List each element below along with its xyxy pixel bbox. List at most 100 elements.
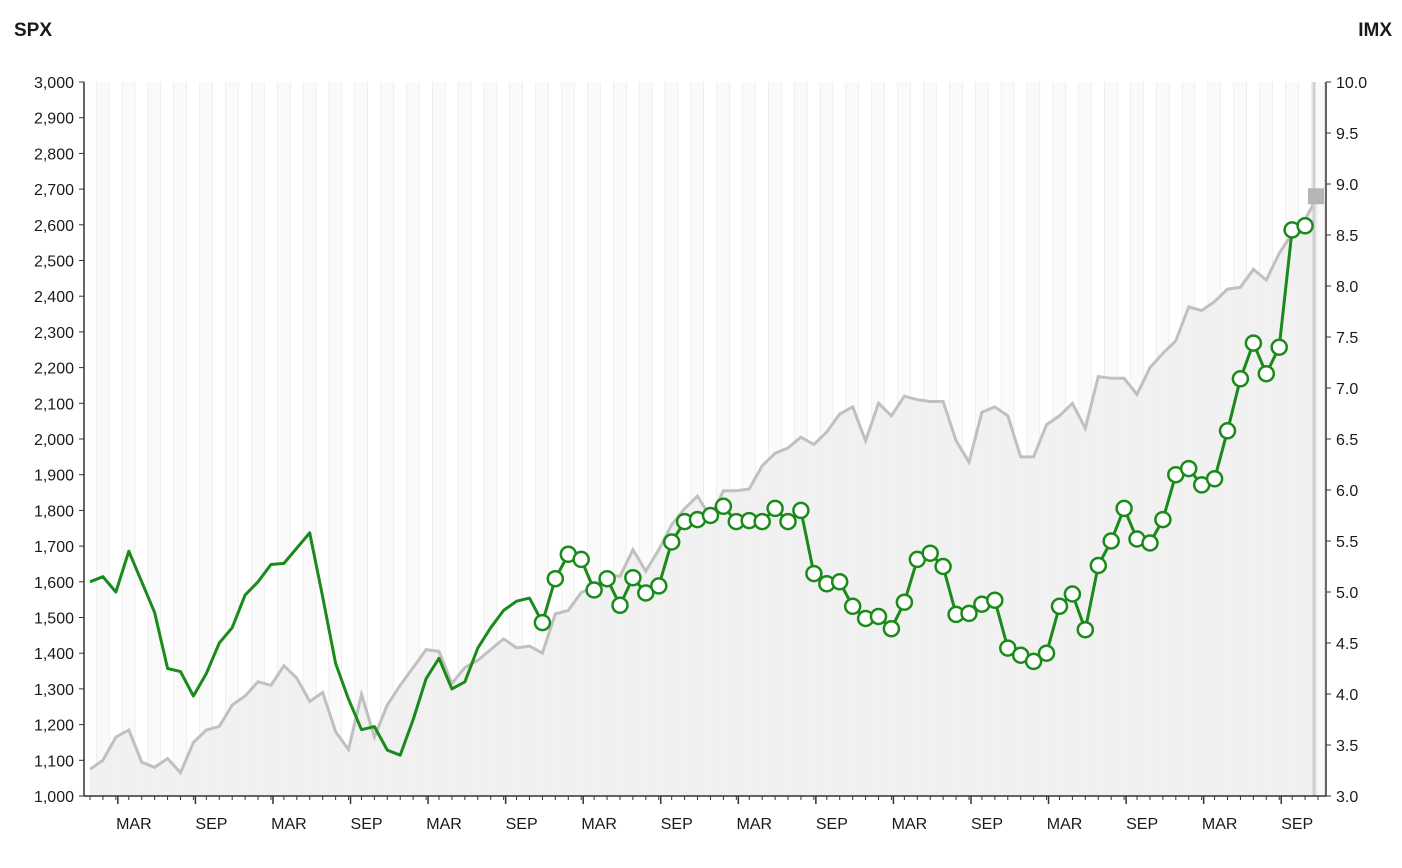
- x-tick-label: MAR: [271, 816, 307, 833]
- imx-point: [792, 501, 810, 520]
- month-band: [290, 82, 304, 796]
- imx-point: [830, 573, 849, 591]
- right-tick-label: 3.5: [1336, 738, 1358, 755]
- month-band: [329, 82, 343, 796]
- left-tick-label: 1,700: [34, 539, 74, 556]
- right-tick-label: 6.0: [1336, 483, 1358, 500]
- left-tick-label: 1,600: [34, 575, 74, 592]
- x-tick-label: SEP: [1126, 816, 1158, 833]
- imx-point: [1076, 620, 1095, 639]
- imx-point: [598, 569, 616, 588]
- imx-point: [572, 550, 590, 569]
- imx-point: [1063, 585, 1082, 603]
- month-band: [354, 82, 368, 796]
- tick-labels: 1,000 1,100 1,200 1,300 1,400 1,500 1,600 1,700…: [34, 75, 1367, 833]
- left-axis-title: SPX: [14, 20, 53, 41]
- imx-series: [89, 217, 1314, 757]
- month-band: [380, 82, 394, 796]
- right-tick-label: 4.5: [1336, 636, 1358, 653]
- left-tick-label: 1,100: [34, 753, 74, 770]
- imx-point: [1244, 334, 1263, 352]
- axes: [79, 81, 1331, 804]
- left-tick-label: 1,900: [34, 468, 74, 485]
- month-band: [419, 82, 433, 796]
- imx-point: [753, 512, 771, 531]
- imx-point: [650, 577, 668, 595]
- month-band: [432, 82, 446, 796]
- month-band: [445, 82, 459, 796]
- left-tick-label: 2,700: [34, 182, 74, 199]
- left-tick-label: 2,500: [34, 254, 74, 271]
- right-tick-label: 10.0: [1336, 75, 1367, 92]
- x-tick-label: SEP: [506, 816, 538, 833]
- x-tick-label: SEP: [971, 816, 1003, 833]
- x-tick-label: MAR: [116, 816, 152, 833]
- imx-point: [1179, 459, 1198, 478]
- left-tick-label: 2,100: [34, 396, 74, 413]
- imx-point: [1089, 556, 1108, 575]
- imx-point: [1270, 338, 1288, 356]
- left-tick-label: 2,600: [34, 218, 74, 235]
- month-band: [367, 82, 381, 796]
- imx-point: [1141, 534, 1159, 552]
- month-band: [497, 82, 511, 796]
- imx-point: [1102, 532, 1120, 550]
- imx-point: [624, 568, 642, 587]
- month-band: [225, 82, 239, 796]
- month-band: [406, 82, 420, 796]
- month-band: [458, 82, 472, 796]
- imx-point: [546, 569, 565, 588]
- month-band: [161, 82, 175, 796]
- month-band: [238, 82, 252, 796]
- imx-point: [805, 564, 823, 583]
- month-band: [471, 82, 485, 796]
- x-tick-label: MAR: [426, 816, 462, 833]
- imx-point: [611, 596, 629, 615]
- month-band: [510, 82, 524, 796]
- left-tick-label: 1,300: [34, 682, 74, 699]
- month-band: [109, 82, 123, 796]
- imx-point: [999, 639, 1017, 657]
- x-tick-label: SEP: [661, 816, 693, 833]
- right-tick-label: 8.5: [1336, 228, 1358, 245]
- right-tick-label: 5.0: [1336, 585, 1358, 602]
- imx-point: [921, 544, 939, 562]
- left-tick-label: 3,000: [34, 75, 74, 92]
- month-band: [186, 82, 200, 796]
- month-band: [122, 82, 136, 796]
- month-band: [148, 82, 162, 796]
- month-band: [277, 82, 291, 796]
- imx-point: [1257, 364, 1276, 383]
- right-tick-label: 6.5: [1336, 432, 1358, 449]
- left-tick-label: 2,000: [34, 432, 74, 449]
- left-tick-label: 2,900: [34, 111, 74, 128]
- month-band: [523, 82, 536, 796]
- x-tick-label: SEP: [816, 816, 848, 833]
- month-band: [84, 82, 97, 796]
- imx-point: [1231, 370, 1250, 388]
- imx-point: [986, 591, 1004, 609]
- imx-point: [779, 512, 797, 531]
- imx-point: [714, 497, 733, 516]
- spx-last-marker: [1308, 188, 1324, 205]
- imx-point: [701, 506, 720, 525]
- x-tick-label: MAR: [581, 816, 617, 833]
- left-tick-label: 2,300: [34, 325, 74, 342]
- imx-point: [1037, 644, 1056, 662]
- month-band: [199, 82, 213, 796]
- imx-point: [1154, 510, 1172, 529]
- imx-point: [960, 604, 978, 623]
- imx-point: [1205, 470, 1224, 488]
- right-tick-label: 3.0: [1336, 789, 1358, 806]
- right-tick-label: 9.5: [1336, 126, 1358, 143]
- imx-point: [934, 557, 952, 576]
- imx-point: [882, 619, 901, 638]
- imx-point: [843, 597, 862, 616]
- left-tick-label: 1,200: [34, 718, 74, 735]
- right-tick-label: 7.5: [1336, 330, 1358, 347]
- x-tick-label: SEP: [1281, 816, 1313, 833]
- x-tick-label: MAR: [892, 816, 928, 833]
- left-tick-label: 1,000: [34, 789, 74, 806]
- x-tick-label: MAR: [737, 816, 773, 833]
